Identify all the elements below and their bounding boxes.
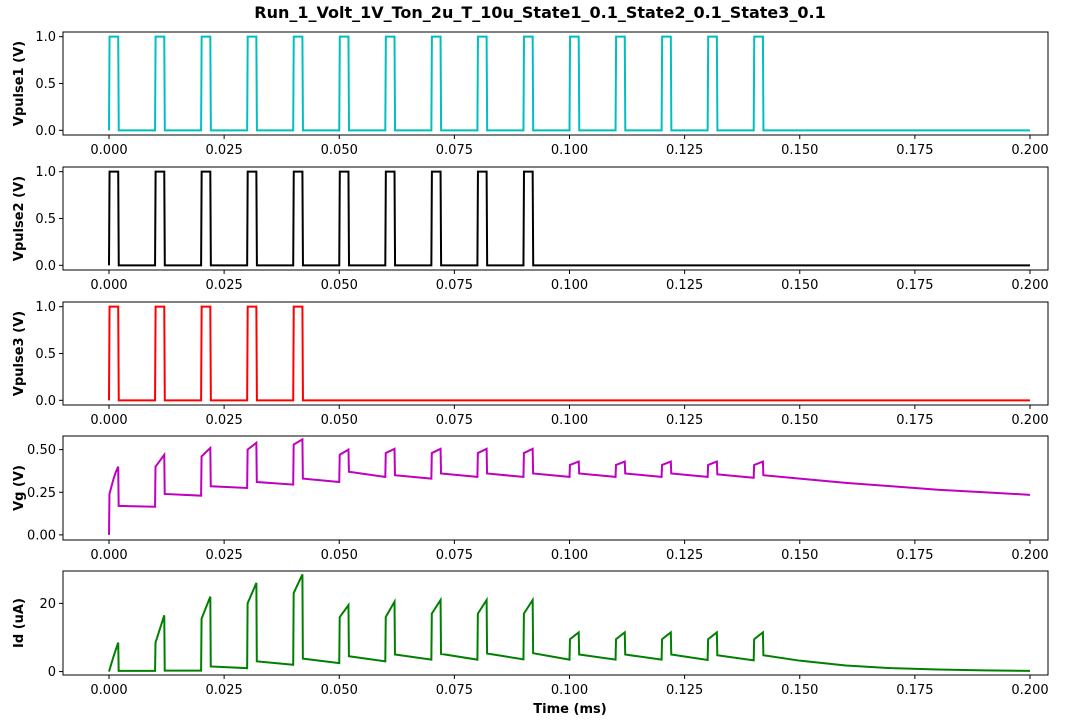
x-tick-label: 0.075 xyxy=(436,683,473,698)
x-tick-label: 0.100 xyxy=(551,548,588,563)
x-tick-label: 0.050 xyxy=(321,683,358,698)
y-tick-label: 0.5 xyxy=(35,212,56,227)
x-tick-label: 0.000 xyxy=(90,413,127,428)
x-tick-label: 0.150 xyxy=(781,548,818,563)
y-tick-label: 0.0 xyxy=(35,259,56,274)
y-tick-label: 20 xyxy=(39,597,56,612)
x-tick-label: 0.150 xyxy=(781,413,818,428)
x-tick-label: 0.200 xyxy=(1011,278,1048,293)
y-tick-label: 0.50 xyxy=(27,443,56,458)
x-tick-label: 0.125 xyxy=(666,548,703,563)
x-axis-label: Time (ms) xyxy=(533,702,606,717)
x-tick-label: 0.025 xyxy=(206,143,243,158)
y-tick-label: 0.25 xyxy=(27,486,56,501)
y-axis-label: Vpulse3 (V) xyxy=(12,311,27,396)
x-tick-label: 0.100 xyxy=(551,683,588,698)
x-tick-label: 0.175 xyxy=(896,278,933,293)
x-tick-label: 0.075 xyxy=(436,143,473,158)
x-tick-label: 0.200 xyxy=(1011,683,1048,698)
x-tick-label: 0.050 xyxy=(321,413,358,428)
x-tick-label: 0.150 xyxy=(781,278,818,293)
x-tick-label: 0.025 xyxy=(206,413,243,428)
y-tick-label: 1.0 xyxy=(35,30,56,45)
x-tick-label: 0.200 xyxy=(1011,143,1048,158)
x-tick-label: 0.125 xyxy=(666,143,703,158)
y-tick-label: 0.00 xyxy=(27,528,56,543)
x-tick-label: 0.175 xyxy=(896,413,933,428)
y-tick-label: 0.0 xyxy=(35,394,56,409)
y-tick-label: 0.5 xyxy=(35,77,56,92)
y-axis-label: Vg (V) xyxy=(12,465,27,511)
x-tick-label: 0.075 xyxy=(436,413,473,428)
y-tick-label: 1.0 xyxy=(35,300,56,315)
x-tick-label: 0.025 xyxy=(206,683,243,698)
y-tick-label: 0.0 xyxy=(35,124,56,139)
x-tick-label: 0.000 xyxy=(90,683,127,698)
x-tick-label: 0.200 xyxy=(1011,548,1048,563)
x-tick-label: 0.175 xyxy=(896,548,933,563)
x-tick-label: 0.025 xyxy=(206,278,243,293)
x-tick-label: 0.150 xyxy=(781,683,818,698)
x-tick-label: 0.175 xyxy=(896,683,933,698)
x-tick-label: 0.050 xyxy=(321,143,358,158)
x-tick-label: 0.050 xyxy=(321,548,358,563)
x-tick-label: 0.025 xyxy=(206,548,243,563)
x-tick-label: 0.125 xyxy=(666,413,703,428)
chart-title: Run_1_Volt_1V_Ton_2u_T_10u_State1_0.1_St… xyxy=(254,3,825,22)
y-tick-label: 1.0 xyxy=(35,165,56,180)
y-axis-label: Vpulse2 (V) xyxy=(12,176,27,261)
x-tick-label: 0.200 xyxy=(1011,413,1048,428)
x-tick-label: 0.100 xyxy=(551,413,588,428)
x-tick-label: 0.125 xyxy=(666,278,703,293)
y-tick-label: 0 xyxy=(48,665,56,680)
x-tick-label: 0.000 xyxy=(90,548,127,563)
y-axis-label: Id (uA) xyxy=(12,598,27,648)
x-tick-label: 0.000 xyxy=(90,143,127,158)
y-axis-label: Vpulse1 (V) xyxy=(12,41,27,126)
x-tick-label: 0.125 xyxy=(666,683,703,698)
x-tick-label: 0.000 xyxy=(90,278,127,293)
y-tick-label: 0.5 xyxy=(35,347,56,362)
x-tick-label: 0.175 xyxy=(896,143,933,158)
x-tick-label: 0.050 xyxy=(321,278,358,293)
x-tick-label: 0.150 xyxy=(781,143,818,158)
x-tick-label: 0.075 xyxy=(436,548,473,563)
x-tick-label: 0.075 xyxy=(436,278,473,293)
x-tick-label: 0.100 xyxy=(551,143,588,158)
x-tick-label: 0.100 xyxy=(551,278,588,293)
